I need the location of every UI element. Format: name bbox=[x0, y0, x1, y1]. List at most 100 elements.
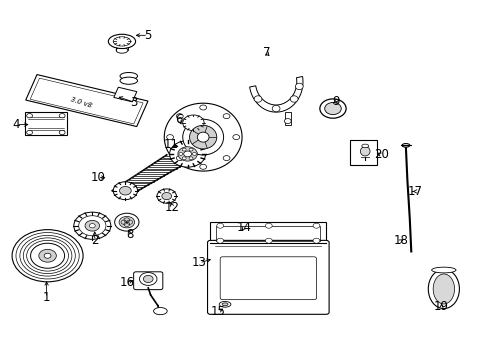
Ellipse shape bbox=[431, 267, 455, 273]
Ellipse shape bbox=[12, 230, 83, 282]
Text: 6: 6 bbox=[175, 113, 182, 126]
Ellipse shape bbox=[183, 115, 203, 131]
Ellipse shape bbox=[59, 113, 65, 118]
Ellipse shape bbox=[223, 156, 229, 161]
Ellipse shape bbox=[30, 243, 64, 268]
Text: 16: 16 bbox=[119, 276, 134, 289]
Ellipse shape bbox=[74, 212, 111, 239]
Text: 17: 17 bbox=[407, 185, 422, 198]
Ellipse shape bbox=[59, 130, 65, 135]
Ellipse shape bbox=[284, 118, 290, 123]
Bar bbox=[350, 140, 376, 165]
Text: 1: 1 bbox=[43, 291, 50, 305]
Text: 3.0 v8: 3.0 v8 bbox=[70, 96, 93, 108]
Ellipse shape bbox=[189, 157, 193, 160]
Ellipse shape bbox=[108, 34, 135, 49]
Ellipse shape bbox=[119, 186, 131, 195]
Ellipse shape bbox=[223, 114, 229, 119]
Ellipse shape bbox=[139, 273, 157, 285]
Ellipse shape bbox=[232, 135, 239, 140]
Text: 2: 2 bbox=[91, 234, 98, 247]
Ellipse shape bbox=[89, 224, 95, 228]
Ellipse shape bbox=[153, 307, 167, 315]
Bar bbox=[210, 222, 325, 244]
FancyBboxPatch shape bbox=[133, 272, 163, 290]
Ellipse shape bbox=[119, 216, 134, 228]
Polygon shape bbox=[249, 76, 303, 112]
Ellipse shape bbox=[432, 274, 454, 304]
Text: 14: 14 bbox=[237, 221, 251, 234]
Ellipse shape bbox=[178, 147, 197, 161]
Ellipse shape bbox=[27, 130, 32, 135]
Text: 11: 11 bbox=[164, 138, 179, 151]
Ellipse shape bbox=[197, 132, 208, 142]
Text: 5: 5 bbox=[144, 29, 152, 42]
Polygon shape bbox=[114, 87, 137, 102]
Ellipse shape bbox=[85, 220, 100, 231]
Text: 4: 4 bbox=[12, 118, 20, 131]
Text: 3: 3 bbox=[130, 96, 138, 109]
Ellipse shape bbox=[116, 48, 127, 53]
Ellipse shape bbox=[219, 301, 230, 307]
Ellipse shape bbox=[157, 189, 176, 203]
Text: 9: 9 bbox=[331, 95, 339, 108]
Ellipse shape bbox=[179, 153, 183, 156]
Ellipse shape bbox=[200, 105, 206, 110]
Polygon shape bbox=[25, 112, 67, 135]
Ellipse shape bbox=[222, 303, 227, 306]
Ellipse shape bbox=[27, 113, 32, 118]
Ellipse shape bbox=[312, 223, 319, 228]
Ellipse shape bbox=[272, 105, 280, 112]
Polygon shape bbox=[30, 78, 143, 124]
Polygon shape bbox=[285, 112, 290, 125]
Ellipse shape bbox=[115, 213, 139, 231]
Text: 12: 12 bbox=[165, 201, 180, 214]
Ellipse shape bbox=[183, 119, 223, 155]
Ellipse shape bbox=[44, 253, 51, 258]
Ellipse shape bbox=[162, 193, 171, 200]
Text: 20: 20 bbox=[373, 148, 388, 162]
Polygon shape bbox=[26, 75, 148, 127]
Ellipse shape bbox=[295, 83, 303, 90]
Ellipse shape bbox=[216, 238, 223, 243]
Text: 8: 8 bbox=[126, 228, 134, 241]
FancyBboxPatch shape bbox=[207, 240, 328, 314]
Ellipse shape bbox=[113, 182, 137, 200]
Ellipse shape bbox=[39, 249, 56, 262]
Ellipse shape bbox=[427, 269, 458, 309]
Ellipse shape bbox=[79, 216, 106, 236]
Ellipse shape bbox=[143, 275, 153, 283]
Ellipse shape bbox=[312, 238, 319, 243]
Ellipse shape bbox=[120, 72, 137, 80]
Ellipse shape bbox=[216, 223, 223, 228]
Ellipse shape bbox=[189, 148, 193, 151]
Polygon shape bbox=[164, 103, 242, 171]
Ellipse shape bbox=[254, 96, 262, 102]
Ellipse shape bbox=[361, 144, 368, 148]
Ellipse shape bbox=[182, 148, 186, 151]
Ellipse shape bbox=[290, 96, 297, 102]
Bar bbox=[216, 226, 320, 241]
Ellipse shape bbox=[265, 223, 272, 228]
Ellipse shape bbox=[176, 114, 183, 119]
Ellipse shape bbox=[401, 144, 409, 147]
Ellipse shape bbox=[360, 147, 369, 156]
Ellipse shape bbox=[166, 135, 173, 140]
Ellipse shape bbox=[200, 164, 206, 169]
Ellipse shape bbox=[169, 141, 205, 167]
Ellipse shape bbox=[189, 125, 216, 149]
Ellipse shape bbox=[176, 156, 183, 161]
Ellipse shape bbox=[265, 238, 272, 243]
Ellipse shape bbox=[183, 151, 191, 157]
Ellipse shape bbox=[324, 103, 341, 114]
Text: 13: 13 bbox=[191, 256, 206, 269]
Ellipse shape bbox=[120, 77, 137, 84]
Text: 10: 10 bbox=[90, 171, 105, 184]
Ellipse shape bbox=[192, 153, 196, 156]
Text: 15: 15 bbox=[210, 305, 225, 318]
Ellipse shape bbox=[319, 99, 346, 118]
Ellipse shape bbox=[182, 157, 186, 160]
Text: 18: 18 bbox=[393, 234, 407, 247]
Text: 7: 7 bbox=[262, 46, 269, 59]
Text: 19: 19 bbox=[433, 300, 448, 313]
